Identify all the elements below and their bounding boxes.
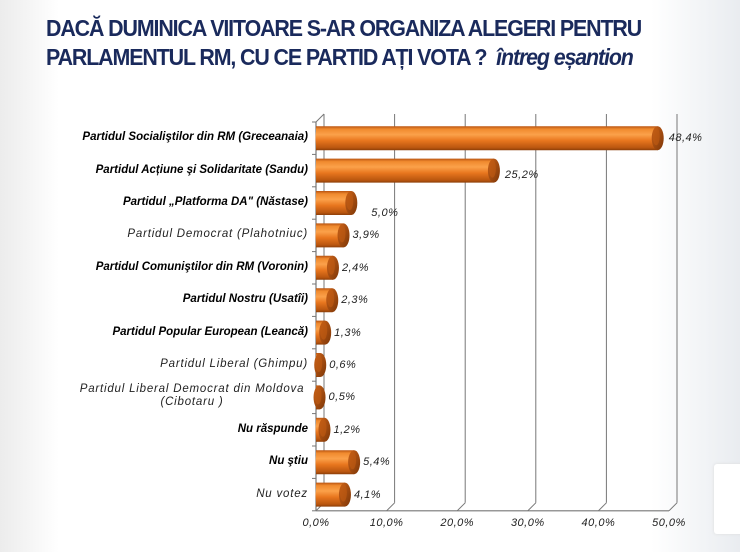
bar-body: [316, 158, 494, 183]
bar-cap-highlight: [320, 321, 328, 340]
bar: [315, 320, 332, 345]
x-tick-label: 20,0%: [440, 517, 475, 529]
bar-cap-highlight: [652, 127, 660, 146]
bars: [313, 126, 664, 507]
bar-start: [315, 191, 317, 215]
x-tick-label: 30,0%: [510, 517, 545, 529]
bar-body: [316, 191, 352, 215]
title-subtitle: întreg eșantion: [496, 44, 634, 70]
category-label: Nu ştiu: [269, 455, 308, 468]
floor-diagonal: [598, 502, 607, 512]
title-line-2: PARLAMENTUL RM, CU CE PARTID AȚI VOTA ? …: [46, 43, 678, 72]
value-label: 4,1%: [353, 488, 382, 501]
bar: [315, 288, 339, 313]
bar: [315, 255, 339, 280]
value-label: 1,3%: [334, 326, 362, 339]
bar-body: [316, 482, 345, 507]
chart-title: DACĂ DUMINICA VIITOARE S-AR ORGANIZA ALE…: [46, 14, 678, 72]
bar: [315, 417, 331, 442]
value-label: 3,9%: [352, 229, 380, 242]
value-label: 25,2%: [504, 168, 539, 181]
bar-cap-highlight: [349, 451, 357, 470]
floor-diagonal: [668, 502, 678, 512]
value-label: 1,2%: [333, 423, 361, 436]
category-label: Partidul Popular European (Leancă): [112, 325, 308, 338]
bar: [315, 126, 664, 151]
category-label: Partidul Socialiştilor din RM (Greceanai…: [82, 131, 308, 144]
bar: [315, 482, 351, 507]
bar-start: [315, 482, 317, 507]
bar-body: [316, 223, 344, 248]
floor-diagonal: [527, 502, 537, 512]
category-label: Partidul Liberal Democrat din Moldova (C…: [79, 383, 305, 409]
bar-cap-highlight: [346, 192, 354, 210]
value-label: 2,4%: [341, 261, 370, 274]
value-label: 5,4%: [363, 456, 391, 469]
bar: [315, 223, 350, 248]
category-label: Nu răspunde: [237, 422, 308, 435]
bar-start: [315, 158, 317, 183]
bar-start: [315, 320, 317, 345]
corner-panel: [714, 464, 740, 534]
value-label: 48,4%: [668, 132, 703, 145]
bar-start: [315, 126, 317, 151]
category-label: Partidul Democrat (Plahotniuc): [127, 228, 308, 241]
title-line-2-text: PARLAMENTUL RM, CU CE PARTID AȚI VOTA ?: [46, 44, 488, 70]
bar-cap-highlight: [338, 224, 346, 243]
bar-start: [315, 288, 317, 313]
bar: [315, 450, 361, 475]
x-tick-label: 10,0%: [369, 517, 404, 529]
bar-cap-highlight: [339, 483, 347, 502]
category-label: Nu votez: [256, 487, 308, 500]
title-line-1: DACĂ DUMINICA VIITOARE S-AR ORGANIZA ALE…: [46, 15, 642, 41]
bar-cap-highlight: [314, 386, 322, 405]
value-label: 5,0%: [371, 207, 399, 219]
category-label: Partidul Liberal (Ghimpu): [160, 358, 308, 370]
bar-cap-highlight: [315, 354, 323, 372]
category-label: Partidul „Platforma DA" (Năstase): [122, 196, 308, 208]
value-label: 0,6%: [329, 359, 357, 371]
x-tick-label: 50,0%: [652, 517, 686, 529]
x-tick-label: 40,0%: [581, 517, 616, 529]
bar-cap-highlight: [327, 289, 335, 308]
bar-cap-highlight: [327, 256, 335, 275]
bar-start: [315, 255, 317, 280]
axis-top-diagonal: [315, 113, 325, 123]
bar-start: [315, 417, 317, 442]
floor-diagonal: [456, 502, 466, 512]
bar-body: [316, 450, 355, 475]
bar-start: [315, 223, 317, 248]
bar-body: [316, 126, 658, 151]
x-tick-label: 0,0%: [302, 517, 330, 529]
bar-start: [315, 450, 317, 475]
value-label: 2,3%: [341, 294, 369, 307]
category-label: Partidul Acțiune şi Solidaritate (Sandu): [95, 163, 308, 176]
bar: [314, 353, 327, 377]
value-label: 0,5%: [328, 391, 356, 404]
bar: [315, 191, 358, 215]
bar-cap-highlight: [488, 159, 496, 178]
bar: [313, 385, 326, 410]
bar-cap-highlight: [319, 418, 327, 437]
category-label: Partidul Nostru (Usatîi): [182, 293, 308, 306]
bar: [315, 158, 500, 183]
category-label: Partidul Comuniştilor din RM (Voronin): [95, 260, 308, 273]
floor-diagonal: [386, 502, 395, 512]
axes: [312, 113, 669, 512]
